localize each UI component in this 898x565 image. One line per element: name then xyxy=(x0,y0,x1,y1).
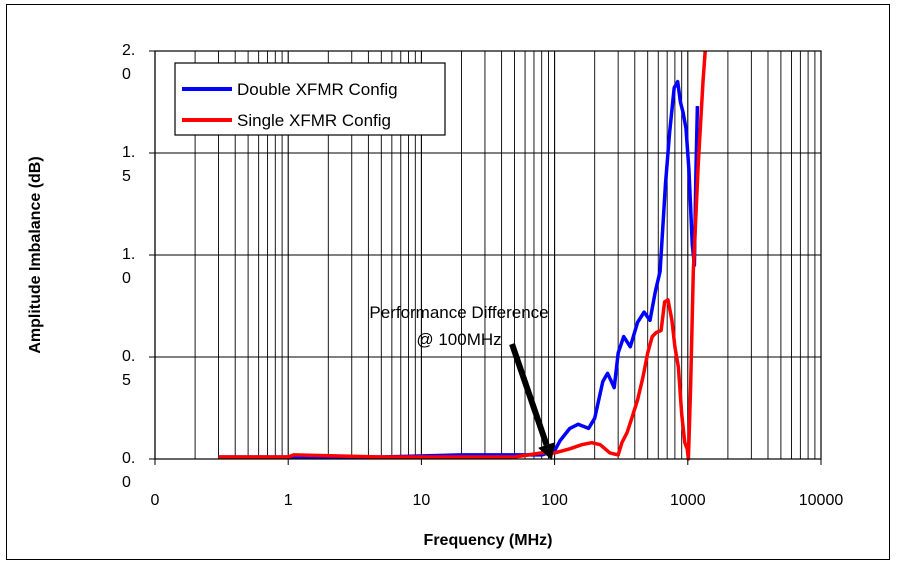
x-axis-label: Frequency (MHz) xyxy=(424,532,553,549)
x-tick-label: 10 xyxy=(413,492,431,509)
x-tick-label: 1 xyxy=(284,492,293,509)
x-tick-label: 10000 xyxy=(799,492,844,509)
series-line-0 xyxy=(218,79,700,459)
y-tick-label-line2: 5 xyxy=(122,372,131,389)
legend-label-single: Single XFMR Config xyxy=(237,111,391,130)
legend-box xyxy=(174,62,446,136)
y-tick-label-line2: 5 xyxy=(122,168,131,185)
y-tick-label: 1. xyxy=(122,246,135,263)
annotation-line-2: @ 100MHz xyxy=(416,330,501,349)
y-tick-label: 2. xyxy=(122,42,135,59)
y-tick-label: 0. xyxy=(122,348,135,365)
y-tick-label: 1. xyxy=(122,144,135,161)
legend: Double XFMR Config Single XFMR Config xyxy=(174,62,446,136)
y-axis-label: Amplitude Imbalance (dB) xyxy=(27,156,44,353)
tick-labels: 0 1 10 100 1000 10000 0. 0 0. 5 1. 0 1. 5 2. 0 xyxy=(122,42,843,509)
annotation-arrow-head xyxy=(538,442,556,461)
y-tick-label-line2: 0 xyxy=(122,270,131,287)
legend-label-double: Double XFMR Config xyxy=(237,80,398,99)
y-tick-label: 0. xyxy=(122,450,135,467)
annotation-line-1: Performance Difference xyxy=(369,303,548,322)
annotation: Performance Difference @ 100MHz xyxy=(369,303,556,461)
x-tick-label: 100 xyxy=(541,492,568,509)
y-tick-label-line2: 0 xyxy=(122,474,131,491)
x-tick-label: 0 xyxy=(151,492,160,509)
y-tick-label-line2: 0 xyxy=(122,66,131,83)
plot-border xyxy=(154,50,822,460)
chart-frame xyxy=(6,4,890,560)
x-tick-label: 1000 xyxy=(670,492,706,509)
annotation-arrow-shaft xyxy=(509,343,550,446)
series-line-1 xyxy=(218,50,707,461)
